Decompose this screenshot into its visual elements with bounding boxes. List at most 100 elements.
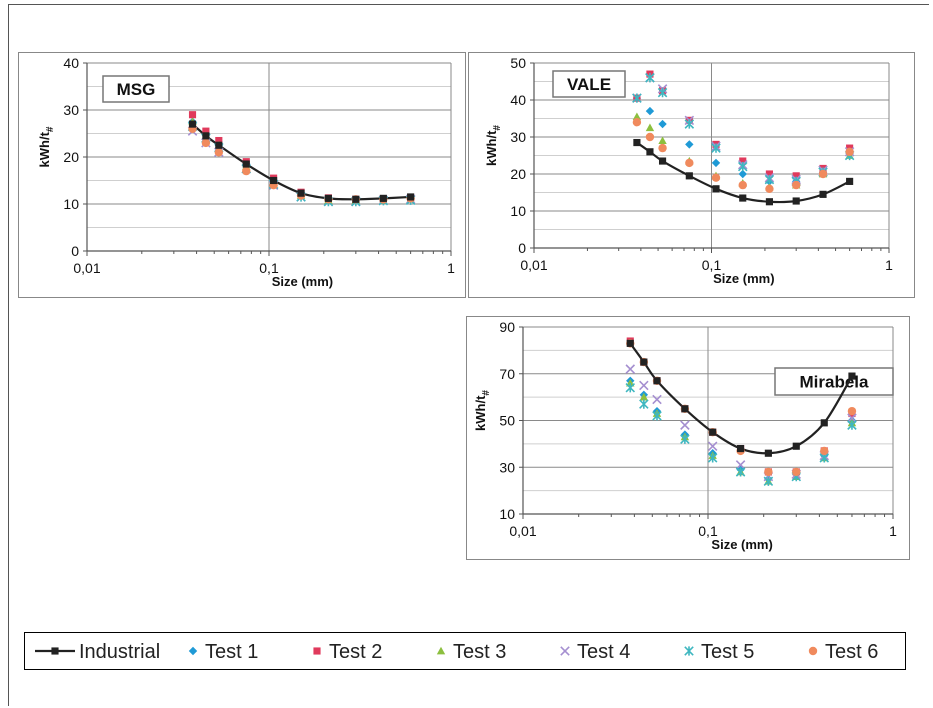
y-tick-label: 20 (63, 149, 79, 165)
data-point (711, 173, 721, 182)
series-line-industrial (191, 123, 411, 201)
figure-frame (8, 4, 929, 706)
legend-entry-industrial: Industrial (35, 641, 160, 663)
y-tick-label: 0 (518, 240, 526, 256)
legend-items: Industrial Test 1 Test 2 Test 3 Test 4 Test 5… (35, 641, 878, 663)
data-point (202, 127, 210, 135)
legend-label: Test 3 (453, 641, 506, 663)
legend-label: Test 4 (577, 641, 630, 663)
chart-vale: 0 10 20 30 40 50 0,01 0,1 1 Size (mm) kWh/t# VALE (484, 55, 893, 286)
data-point (847, 413, 857, 423)
chart-title-box (552, 70, 626, 98)
y-tick-label: 10 (63, 196, 79, 212)
y-axis-label: kWh/t# (473, 390, 492, 431)
data-point (680, 434, 690, 444)
data-point (324, 194, 332, 202)
data-point (681, 405, 689, 413)
data-point (188, 111, 197, 119)
chart-panel-msg: 0 10 20 30 40 0,01 0,1 1 Size (mm) kWh/t# MSG (18, 52, 466, 298)
data-point (214, 148, 224, 157)
data-point (639, 399, 649, 409)
y-axis-label: kWh/t# (37, 126, 56, 167)
data-point (685, 140, 694, 149)
data-point (625, 383, 636, 393)
y-axis-label: kWh/t# (484, 125, 503, 166)
data-point (847, 420, 857, 430)
legend-marker (684, 646, 694, 656)
chart-panel-mirabela: 10 30 50 70 90 0,01 0,1 1 Size (mm) kWh/t# Mirabel… (466, 316, 910, 560)
legend-entry-test-5: Test 5 (684, 641, 754, 663)
data-point (685, 172, 693, 180)
data-point (632, 93, 642, 103)
series-test-5 (625, 383, 857, 487)
data-point (407, 193, 415, 201)
series-industrial (633, 138, 854, 206)
data-point (792, 172, 800, 180)
series-test-5 (632, 73, 855, 187)
legend-entry-test-4: Test 4 (560, 641, 630, 663)
legend-label: Test 1 (205, 641, 258, 663)
chart-msg: 0 10 20 30 40 0,01 0,1 1 Size (mm) kWh/t# MSG (37, 55, 455, 289)
data-point (652, 394, 662, 405)
series-line-industrial (629, 342, 853, 455)
x-axis-label: Size (mm) (272, 274, 333, 289)
data-point (680, 420, 690, 430)
data-point (297, 189, 305, 197)
chart-panel-vale: 0 10 20 30 40 50 0,01 0,1 1 Size (mm) kWh/t# VALE (468, 52, 915, 298)
series-line-industrial (636, 141, 851, 204)
data-point (735, 467, 746, 477)
x-tick-label: 0,01 (509, 523, 536, 539)
data-point (846, 177, 854, 185)
data-point (657, 87, 668, 98)
data-point (820, 446, 829, 456)
data-point (820, 419, 828, 427)
chart-title: VALE (567, 75, 611, 94)
legend-entry-test-1: Test 1 (188, 641, 258, 663)
legend: Industrial Test 1 Test 2 Test 3 Test 4 Test 5… (24, 632, 906, 670)
data-point (764, 449, 772, 457)
data-point (645, 123, 655, 132)
data-point (765, 184, 774, 193)
data-point (645, 73, 655, 83)
data-point (737, 444, 745, 453)
data-point (242, 166, 251, 176)
data-point (658, 143, 667, 153)
chart-mirabela: 10 30 50 70 90 0,01 0,1 1 Size (mm) kWh/t# Mirabel… (473, 319, 897, 552)
y-tick-label: 0 (71, 243, 79, 259)
data-point (735, 460, 746, 470)
y-tick-label: 30 (510, 129, 526, 145)
data-point (640, 358, 648, 366)
y-tick-label: 40 (510, 92, 526, 108)
data-point (739, 157, 747, 165)
data-point (625, 364, 636, 374)
data-point (707, 453, 718, 463)
data-point (215, 141, 223, 149)
data-point (632, 112, 642, 121)
y-tick-label: 10 (499, 506, 515, 522)
y-tick-label: 20 (510, 166, 526, 182)
data-point (791, 180, 801, 190)
x-axis-label: Size (mm) (713, 271, 774, 286)
data-point (707, 441, 718, 451)
gridlines (534, 62, 890, 248)
y-tick-label: 40 (63, 55, 79, 71)
legend-marker (436, 646, 446, 655)
legend-entry-test-2: Test 2 (313, 641, 382, 663)
legend-entry-test-6: Test 6 (808, 641, 878, 663)
data-point (711, 143, 721, 153)
series-industrial (188, 120, 415, 203)
legend-marker (51, 647, 59, 655)
data-point (818, 169, 828, 179)
data-point (242, 160, 250, 168)
data-point (792, 442, 800, 450)
data-point (646, 148, 654, 156)
data-point (792, 197, 800, 205)
legend-label: Test 2 (329, 641, 382, 663)
data-point (848, 372, 856, 380)
x-tick-label: 1 (885, 257, 893, 273)
legend-label: Test 6 (825, 641, 878, 663)
chart-title: Mirabela (800, 373, 870, 392)
data-point (739, 194, 747, 202)
data-point (711, 158, 721, 168)
x-tick-label: 0,1 (698, 523, 718, 539)
